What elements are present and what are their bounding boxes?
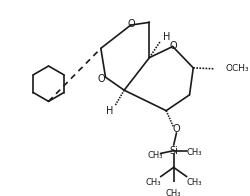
Text: H: H — [162, 32, 169, 42]
Text: CH₃: CH₃ — [165, 189, 181, 196]
Text: CH₃: CH₃ — [186, 178, 201, 187]
Text: CH₃: CH₃ — [147, 151, 162, 160]
Text: O: O — [169, 41, 177, 51]
Text: O: O — [97, 74, 104, 84]
Text: CH₃: CH₃ — [145, 178, 160, 187]
Text: CH₃: CH₃ — [186, 148, 201, 157]
Text: Si: Si — [168, 146, 177, 156]
Text: H: H — [105, 106, 112, 116]
Text: O: O — [172, 124, 180, 134]
Text: O: O — [127, 19, 135, 29]
Text: OCH₃: OCH₃ — [225, 64, 248, 73]
